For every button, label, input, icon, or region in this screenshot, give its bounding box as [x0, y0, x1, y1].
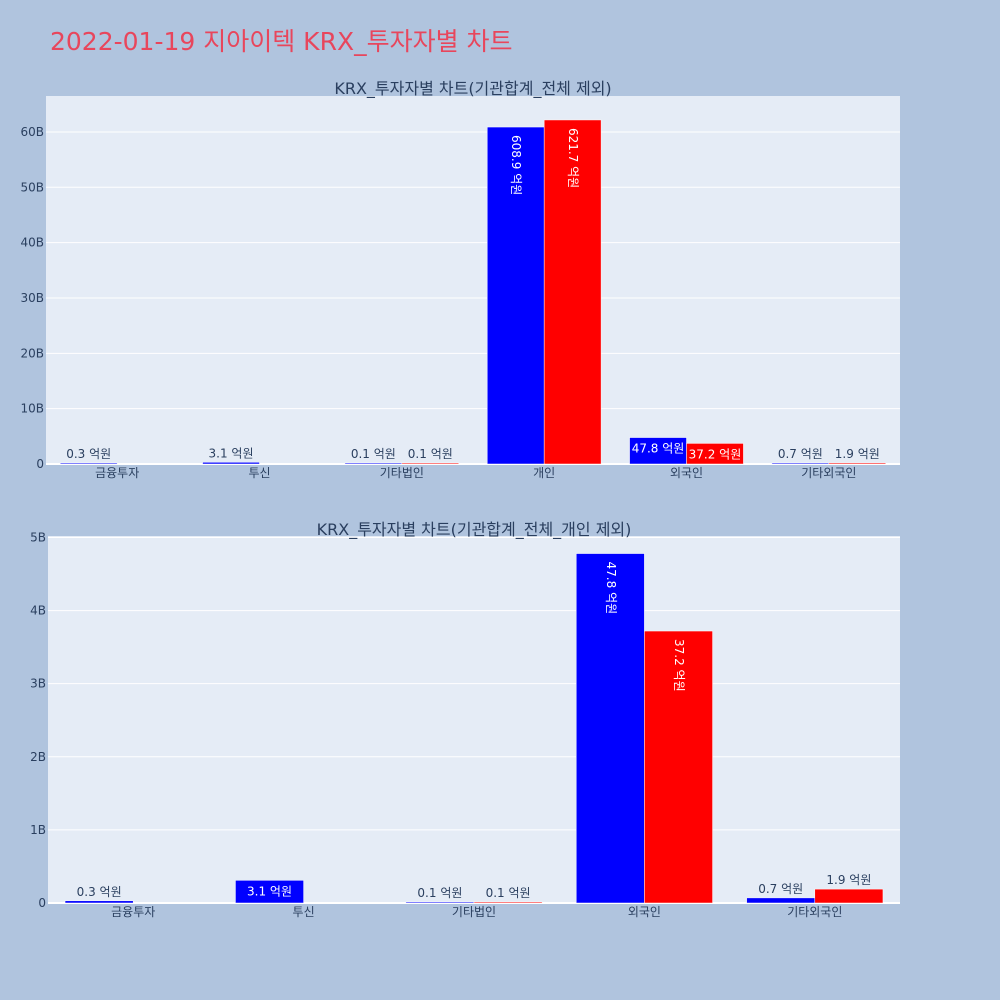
x-tick-label: 기타법인 — [380, 466, 424, 480]
y-tick-label: 60B — [20, 125, 44, 139]
chart-all-investors: 0 10B 20B 30B 40B 50B 60B KRX_투자자별 차트(기관합계_전체 제… — [20, 79, 900, 480]
bar — [59, 462, 118, 465]
y-tick-label: 5B — [30, 530, 46, 544]
bar — [486, 126, 545, 465]
data-label: 3.1 억원 — [209, 446, 254, 460]
data-label: 0.7 억원 — [778, 447, 823, 461]
bar — [629, 437, 687, 465]
x-tick-label: 금융투자 — [95, 466, 139, 480]
bar — [575, 553, 645, 904]
page-title: 2022-01-19 지아이텍 KRX_투자자별 차트 — [50, 27, 513, 56]
data-label: 0.1 억원 — [351, 447, 396, 461]
bar — [344, 462, 403, 465]
x-tick-label: 외국인 — [628, 905, 661, 919]
x-tick-label: 투신 — [248, 466, 270, 480]
y-tick-label: 40B — [20, 236, 44, 250]
chart-excluding-individuals: 0 1B 2B 3B 4B 5B KRX_투자자별 차트(기관합계_전체_개인 제외) 금융투… — [30, 520, 900, 919]
chart-title: KRX_투자자별 차트(기관합계_전체_개인 제외) — [317, 520, 632, 540]
data-label: 1.9 억원 — [826, 873, 871, 887]
bar — [64, 900, 134, 904]
data-label: 0.7 억원 — [758, 882, 803, 896]
data-label: 1.9 억원 — [835, 447, 880, 461]
x-tick-label: 투신 — [293, 905, 315, 919]
y-tick-label: 30B — [20, 291, 44, 305]
bar — [828, 462, 887, 465]
data-label: 47.8 억원 — [604, 562, 618, 615]
x-tick-label: 기타외국인 — [787, 905, 842, 919]
y-tick-label: 3B — [30, 677, 46, 691]
x-tick-label: 기타외국인 — [801, 466, 856, 480]
data-label: 37.2 억원 — [689, 447, 742, 461]
x-tick-label: 금융투자 — [111, 905, 155, 919]
chart-title: KRX_투자자별 차트(기관합계_전체 제외) — [334, 79, 611, 99]
data-label: 0.3 억원 — [77, 885, 122, 899]
data-label: 0.1 억원 — [417, 886, 462, 900]
plot-area — [48, 536, 900, 903]
y-tick-label: 4B — [30, 604, 46, 618]
bar — [644, 630, 713, 904]
bar — [202, 462, 260, 465]
y-tick-label: 1B — [30, 823, 46, 837]
bar — [814, 888, 884, 904]
plot-area — [46, 96, 900, 464]
x-tick-label: 기타법인 — [452, 905, 496, 919]
data-label: 37.2 억원 — [672, 639, 686, 692]
y-tick-label: 2B — [30, 750, 46, 764]
y-tick-label: 20B — [20, 346, 44, 360]
data-label: 0.3 억원 — [66, 447, 111, 461]
data-label: 608.9 억원 — [509, 135, 523, 195]
bar — [401, 462, 460, 465]
x-tick-label: 개인 — [533, 466, 555, 480]
bar — [686, 443, 744, 465]
data-label: 3.1 억원 — [247, 884, 292, 898]
bar — [746, 897, 816, 904]
data-label: 47.8 억원 — [632, 442, 685, 456]
bar — [543, 119, 602, 465]
y-tick-label: 50B — [20, 180, 44, 194]
y-tick-label: 0 — [36, 457, 44, 471]
bar — [405, 901, 475, 904]
y-tick-label: 0 — [38, 896, 46, 910]
bar — [235, 880, 304, 904]
data-label: 0.1 억원 — [408, 447, 453, 461]
x-tick-label: 외국인 — [670, 466, 703, 480]
data-label: 621.7 억원 — [566, 128, 580, 188]
data-label: 0.1 억원 — [486, 886, 531, 900]
y-tick-label: 10B — [20, 402, 44, 416]
bar — [771, 462, 830, 465]
bar — [473, 901, 543, 904]
